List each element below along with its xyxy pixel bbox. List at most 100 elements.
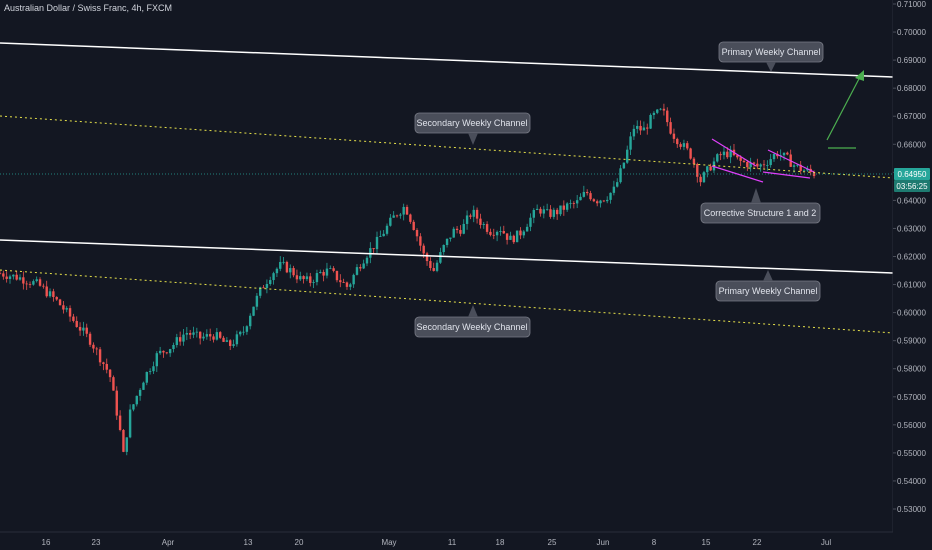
candle [646,123,649,135]
candle-body [125,437,128,452]
candle-body [58,299,62,306]
callout-secondary-upper[interactable]: Secondary Weekly Channel [414,112,531,145]
candle-body [145,371,148,383]
pattern-line-4[interactable] [762,171,811,179]
candle [772,152,776,162]
candle [425,251,429,266]
candle [602,200,606,203]
candle [405,204,409,216]
callout-corrective-structure[interactable]: Corrective Structure 1 and 2 [700,188,821,224]
candle [45,280,48,298]
candle [742,159,746,163]
pattern-line-3[interactable] [767,149,815,173]
candle-body [612,186,616,193]
candle-body [592,199,596,202]
candle [672,128,676,144]
candle-body [676,138,679,145]
callout-secondary-lower[interactable]: Secondary Weekly Channel [414,305,531,338]
candle [535,204,539,211]
candle-body [208,334,212,337]
candle [796,164,799,168]
candle [692,156,696,168]
time-axis[interactable]: 16 23 Apr 13 20 May 11 18 25 Jun 8 15 22 Jul [0,531,893,547]
candle [15,270,18,281]
candle-body [202,336,205,339]
candle [759,163,762,172]
candle [359,264,362,272]
candle [432,262,435,272]
candle-body [285,261,289,273]
candle-body [289,268,292,273]
primary-weekly-channel-upper[interactable] [0,42,894,78]
projection-arrow-line[interactable] [826,74,862,141]
candle [25,280,28,290]
pattern-line-1[interactable] [711,138,757,167]
candle [218,331,222,340]
secondary-weekly-channel-upper[interactable] [0,115,894,179]
candle-body [32,281,35,285]
candle [382,230,385,237]
candle-body [322,271,325,276]
candle [132,403,135,412]
candle-body [749,162,752,168]
candle-body [555,209,559,215]
candle [565,202,569,212]
candle-body [279,261,282,269]
candle [138,388,142,401]
candle [198,331,202,345]
candle-body [335,270,339,281]
candle-body [402,206,405,215]
candle [12,274,15,280]
candle [465,210,469,230]
candle-body [15,274,18,280]
candle [719,151,722,161]
candle-body [135,395,138,405]
candle-body [569,203,572,204]
callout-text: Secondary Weekly Channel [417,322,528,332]
candle [188,329,192,340]
candle [125,437,128,456]
candle [706,165,709,178]
candle [88,331,92,347]
candle [165,352,169,355]
secondary-weekly-channel-lower[interactable] [0,269,894,334]
candle [279,256,282,272]
candle [102,361,105,371]
candle-body [148,371,152,372]
candle [148,368,152,375]
pattern-line-2[interactable] [711,165,764,183]
candle-body [88,333,92,345]
candle-body [319,271,322,274]
price-axis[interactable]: 0.71000 0.70000 0.69000 0.68000 0.67000 0.660… [892,0,932,550]
candle-body [629,136,632,150]
candle-body [786,152,789,155]
candle-body [38,279,42,286]
candle-body [92,344,95,349]
candle [362,259,365,270]
candle-body [432,268,435,271]
candle-body [352,274,355,285]
channel-lines-layer [0,42,894,334]
candle-body [452,228,455,238]
callout-primary-upper[interactable]: Primary Weekly Channel [718,41,824,72]
candle-body [766,165,769,166]
candle-body [182,334,185,342]
candle [212,334,215,343]
candle [202,332,205,341]
candle [592,198,596,203]
candle-body [759,164,762,167]
primary-weekly-channel-lower[interactable] [0,239,894,274]
candle-body [152,366,155,372]
candle [68,305,72,322]
candle [225,337,229,343]
candle-body [172,345,175,350]
candle [769,154,772,168]
y-tick-label: 0.68000 [897,84,926,93]
candle-body [389,217,392,226]
callout-primary-lower[interactable]: Primary Weekly Channel [715,270,821,302]
candle [442,244,445,255]
candle [172,342,175,353]
candle-body [229,340,232,346]
candle-body [562,205,566,210]
